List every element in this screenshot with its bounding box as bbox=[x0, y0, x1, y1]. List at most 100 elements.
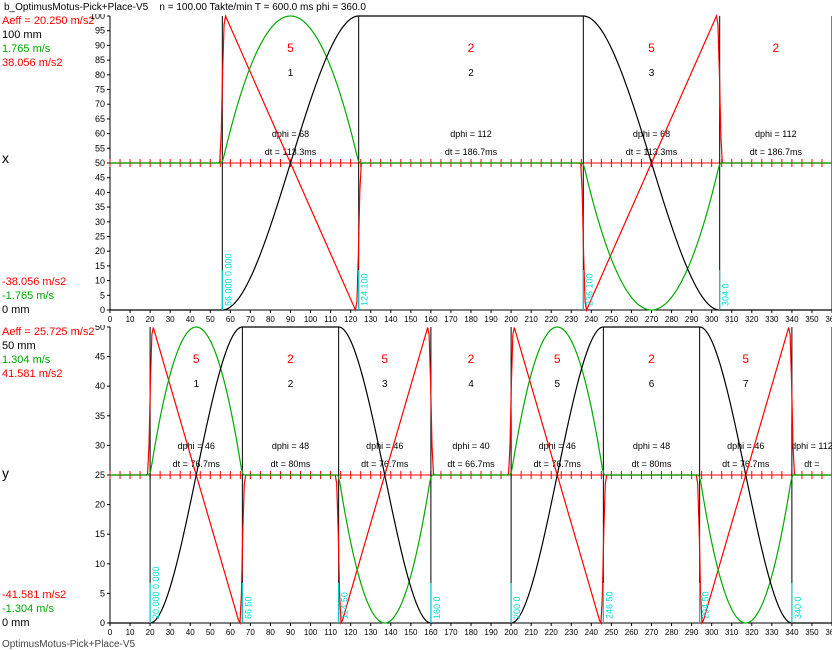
svg-text:5: 5 bbox=[193, 352, 200, 366]
svg-text:dt = 186.7ms: dt = 186.7ms bbox=[445, 147, 498, 157]
svg-text:dt = 66.7ms: dt = 66.7ms bbox=[447, 459, 495, 469]
svg-text:160: 160 bbox=[424, 628, 438, 637]
svg-text:90: 90 bbox=[286, 628, 295, 637]
svg-text:110: 110 bbox=[324, 628, 337, 637]
svg-text:0: 0 bbox=[100, 305, 105, 315]
pos: 50 mm bbox=[2, 339, 88, 353]
svg-text:124 100: 124 100 bbox=[360, 273, 370, 306]
svg-text:50: 50 bbox=[95, 158, 105, 168]
svg-text:75: 75 bbox=[95, 85, 105, 95]
svg-text:210: 210 bbox=[524, 628, 538, 637]
root: b_OptimusMotus-Pick+Place-V5 n = 100.00 … bbox=[0, 0, 834, 650]
svg-text:1: 1 bbox=[288, 68, 294, 79]
svg-text:250: 250 bbox=[605, 315, 619, 324]
svg-text:340 0: 340 0 bbox=[793, 596, 803, 619]
svg-text:240: 240 bbox=[585, 315, 599, 324]
svg-text:170: 170 bbox=[444, 315, 458, 324]
svg-text:30: 30 bbox=[166, 315, 175, 324]
svg-text:250: 250 bbox=[605, 628, 619, 637]
svg-text:95: 95 bbox=[95, 26, 105, 36]
svg-text:dphi = 46: dphi = 46 bbox=[539, 441, 576, 451]
svg-text:5: 5 bbox=[742, 352, 749, 366]
aeff: Aeff = 20.250 m/s2 bbox=[2, 14, 88, 28]
svg-text:35: 35 bbox=[95, 411, 105, 421]
svg-text:85: 85 bbox=[95, 55, 105, 65]
svg-text:70: 70 bbox=[246, 628, 255, 637]
svg-text:294 50: 294 50 bbox=[701, 591, 711, 619]
svg-text:dt = 76.7ms: dt = 76.7ms bbox=[173, 459, 221, 469]
svg-text:5: 5 bbox=[648, 41, 655, 55]
svg-text:5: 5 bbox=[554, 379, 560, 390]
svg-text:270: 270 bbox=[645, 628, 659, 637]
svg-text:320: 320 bbox=[745, 315, 759, 324]
svg-text:180: 180 bbox=[464, 315, 478, 324]
svg-text:7: 7 bbox=[743, 379, 749, 390]
vel: 1.304 m/s bbox=[2, 353, 88, 367]
svg-text:300: 300 bbox=[705, 315, 719, 324]
svg-text:304 0: 304 0 bbox=[721, 283, 731, 306]
svg-text:0: 0 bbox=[108, 315, 113, 324]
svg-text:60: 60 bbox=[95, 129, 105, 139]
svg-text:350: 350 bbox=[805, 315, 819, 324]
svg-text:5: 5 bbox=[381, 352, 388, 366]
svg-text:140: 140 bbox=[384, 628, 398, 637]
footer: OptimusMotus-Pick+Place-V5 bbox=[2, 639, 135, 650]
acc: 38.056 m/s2 bbox=[2, 56, 88, 70]
svg-text:10: 10 bbox=[126, 315, 135, 324]
svg-text:4: 4 bbox=[468, 379, 474, 390]
pos: 100 mm bbox=[2, 28, 88, 42]
svg-text:230: 230 bbox=[565, 315, 579, 324]
svg-text:200: 200 bbox=[504, 628, 518, 637]
svg-text:160: 160 bbox=[424, 315, 438, 324]
svg-text:dphi = 40: dphi = 40 bbox=[452, 441, 489, 451]
acc: -41.581 m/s2 bbox=[2, 588, 88, 602]
svg-text:55: 55 bbox=[95, 143, 105, 153]
svg-text:240: 240 bbox=[585, 628, 599, 637]
svg-text:220: 220 bbox=[545, 628, 559, 637]
svg-text:5: 5 bbox=[100, 588, 105, 598]
svg-text:80: 80 bbox=[266, 315, 275, 324]
x-bot-labels: -38.056 m/s2 -1.765 m/s 0 mm bbox=[2, 275, 88, 317]
pos: 0 mm bbox=[2, 303, 88, 317]
svg-text:2: 2 bbox=[287, 352, 294, 366]
svg-text:30: 30 bbox=[166, 628, 175, 637]
svg-text:dphi = 46: dphi = 46 bbox=[366, 441, 403, 451]
svg-text:50: 50 bbox=[206, 628, 215, 637]
svg-text:150: 150 bbox=[404, 628, 418, 637]
svg-text:280: 280 bbox=[665, 628, 679, 637]
y-axis-letter: y bbox=[2, 465, 9, 481]
svg-text:90: 90 bbox=[286, 315, 295, 324]
svg-text:dt = 76.7ms: dt = 76.7ms bbox=[722, 459, 770, 469]
svg-text:360: 360 bbox=[825, 315, 832, 324]
svg-text:90: 90 bbox=[95, 40, 105, 50]
svg-text:30: 30 bbox=[95, 217, 105, 227]
svg-text:dphi = 112: dphi = 112 bbox=[755, 129, 797, 139]
chart-x: 0510152025303540455055606570758085909510… bbox=[88, 14, 832, 324]
svg-text:200 0: 200 0 bbox=[512, 596, 522, 619]
svg-text:340: 340 bbox=[785, 315, 799, 324]
svg-text:dt = 113.3ms: dt = 113.3ms bbox=[626, 147, 678, 157]
svg-text:280: 280 bbox=[665, 315, 679, 324]
svg-text:70: 70 bbox=[246, 315, 255, 324]
svg-text:70: 70 bbox=[95, 99, 105, 109]
svg-text:10: 10 bbox=[95, 276, 105, 286]
svg-text:1: 1 bbox=[193, 379, 199, 390]
y-top-labels: Aeff = 25.725 m/s2 50 mm 1.304 m/s 41.58… bbox=[2, 325, 88, 381]
svg-text:290: 290 bbox=[685, 628, 699, 637]
svg-text:56.000 0.000: 56.000 0.000 bbox=[223, 253, 233, 306]
svg-text:dt = 186.7ms: dt = 186.7ms bbox=[750, 147, 803, 157]
title: b_OptimusMotus-Pick+Place-V5 bbox=[4, 2, 148, 13]
svg-text:66 50: 66 50 bbox=[243, 596, 253, 619]
chart-y: 0510152025303540455001020304050607080901… bbox=[88, 325, 832, 637]
svg-text:100: 100 bbox=[304, 628, 318, 637]
svg-text:200: 200 bbox=[504, 315, 518, 324]
svg-text:40: 40 bbox=[95, 187, 105, 197]
svg-text:dt = 76.7ms: dt = 76.7ms bbox=[361, 459, 409, 469]
svg-text:310: 310 bbox=[725, 315, 739, 324]
x-axis-letter: x bbox=[2, 150, 9, 166]
svg-text:dphi = 48: dphi = 48 bbox=[272, 441, 309, 451]
x-top-labels: Aeff = 20.250 m/s2 100 mm 1.765 m/s 38.0… bbox=[2, 14, 88, 70]
svg-text:6: 6 bbox=[649, 379, 655, 390]
svg-text:60: 60 bbox=[226, 628, 235, 637]
svg-text:dt = 113.3ms: dt = 113.3ms bbox=[265, 147, 317, 157]
